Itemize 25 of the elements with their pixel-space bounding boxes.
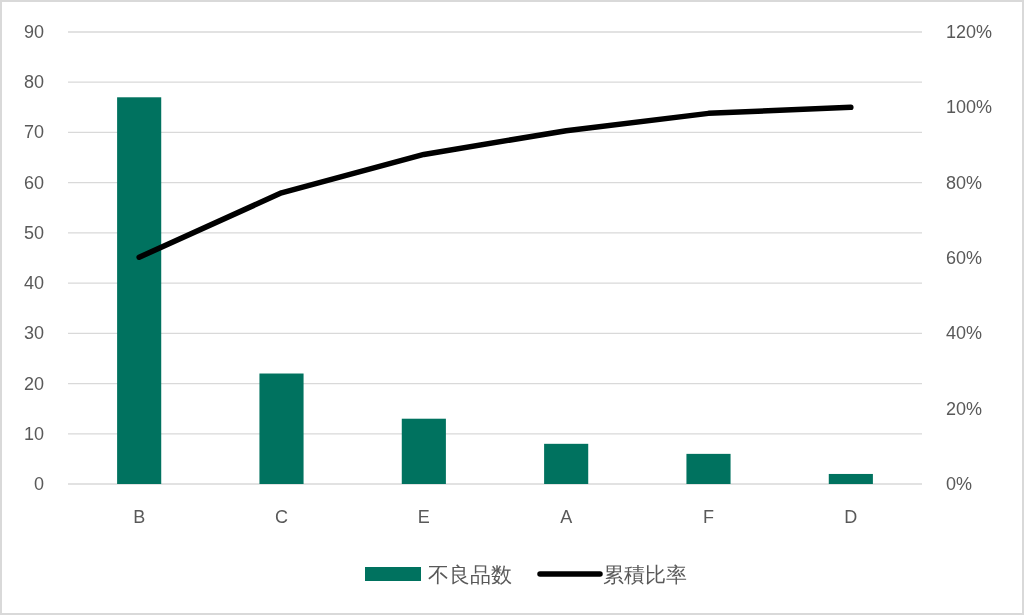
y2-tick-label: 40%: [946, 323, 983, 344]
x-tick-label: B: [133, 507, 146, 527]
y-tick-label: 40: [23, 273, 44, 294]
x-tick-label: C: [275, 507, 288, 527]
y2-tick-label: 60%: [946, 248, 983, 268]
y-tick-label: 30: [23, 323, 44, 344]
y2-tick-label: 0%: [946, 474, 972, 494]
y2-tick-label: 100%: [946, 97, 993, 118]
y-tick-label: 70: [23, 122, 44, 143]
x-tick-label: F: [703, 507, 714, 527]
y-tick-label: 80: [23, 72, 44, 93]
y2-tick-label: 20%: [946, 398, 983, 419]
y-tick-label: 50: [23, 222, 44, 243]
legend-label: 不良品数: [428, 562, 512, 586]
y-tick-label: 90: [23, 22, 44, 42]
y2-tick-label: 120%: [946, 22, 993, 42]
x-tick-label: E: [417, 507, 430, 527]
y-tick-label: 20: [23, 373, 44, 394]
y-tick-label: 60: [23, 172, 44, 193]
legend-label: 累積比率: [603, 562, 687, 586]
x-tick-label: A: [560, 507, 573, 527]
y-tick-label: 0: [34, 474, 44, 494]
x-tick-label: D: [844, 507, 858, 527]
y-tick-label: 10: [23, 423, 44, 444]
y2-tick-label: 80%: [946, 172, 983, 193]
